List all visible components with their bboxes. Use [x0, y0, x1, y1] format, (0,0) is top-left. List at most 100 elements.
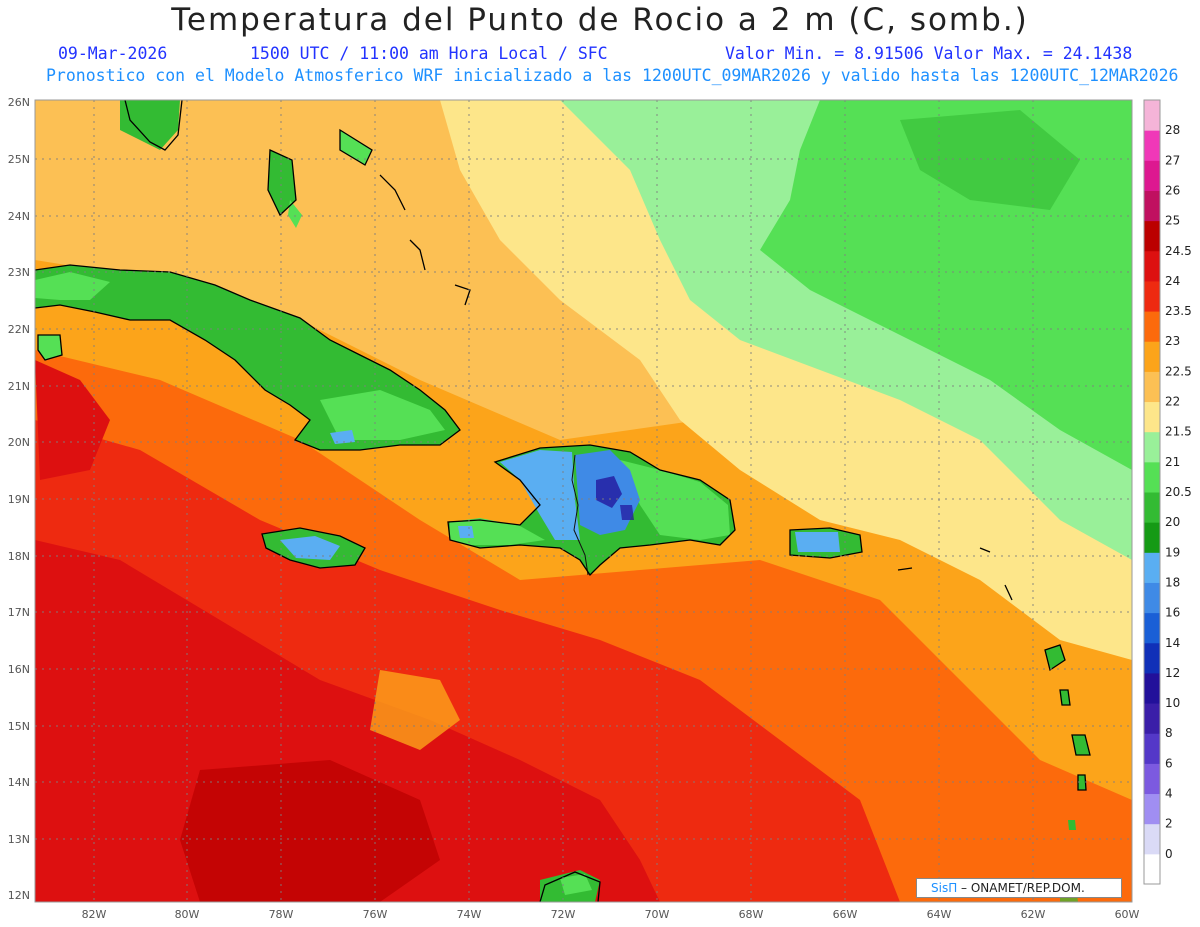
coast-dominica [1059, 689, 1071, 706]
lat-label: 17N [8, 606, 30, 619]
lat-label: 22N [8, 323, 30, 336]
coast-guajira [539, 871, 601, 902]
colorbar-swatch [1144, 250, 1160, 282]
colorbar-label: 23 [1165, 334, 1180, 348]
colorbar-swatch [1144, 733, 1160, 764]
coast-bahamas-a [339, 128, 373, 166]
sispi-logo: SisΠ [931, 881, 958, 895]
colorbar-label: 21.5 [1165, 425, 1192, 439]
land-florida [120, 100, 180, 150]
colorbar-swatch [1144, 431, 1160, 463]
colorbar-label: 20 [1165, 515, 1180, 529]
lat-label: 19N [8, 493, 30, 506]
colorbar-label: 4 [1165, 787, 1173, 801]
coast-isla-juventud [37, 334, 63, 361]
colorbar-label: 20.5 [1165, 485, 1192, 499]
colorbar-swatch [1144, 220, 1160, 252]
coast-jamaica [261, 527, 366, 569]
colorbar-swatch [1144, 371, 1160, 403]
field-green-blob-a [900, 110, 1080, 210]
coastlines [35, 100, 1091, 902]
colorbar-label: 18 [1165, 575, 1180, 589]
colorbar-swatch [1144, 793, 1160, 825]
coast-andros [267, 149, 297, 217]
lon-label: 66W [833, 908, 858, 921]
colorbar-swatch [1144, 100, 1160, 131]
colorbar-label: 2 [1165, 817, 1173, 831]
colorbar-swatch [1144, 190, 1160, 222]
coast-st-lucia [1077, 774, 1087, 791]
colorbar-swatch [1144, 280, 1160, 312]
colorbar-swatch [1144, 160, 1160, 191]
lat-label: 13N [8, 833, 30, 846]
land-dominica [1060, 690, 1070, 705]
credit-text: – ONAMET/REP.DOM. [957, 881, 1085, 895]
land-dr-darkblue [596, 476, 622, 508]
colorbar-label: 14 [1165, 636, 1180, 650]
colorbar-label: 8 [1165, 726, 1173, 740]
lon-label: 74W [457, 908, 482, 921]
coast-bahamas-b [379, 174, 406, 211]
lon-label: 68W [739, 908, 764, 921]
lat-label: 20N [8, 436, 30, 449]
coast-virgin-islands [897, 547, 1013, 601]
lat-axis: 26N 25N 24N 23N 22N 21N 20N 19N 18N 17N … [8, 96, 30, 902]
dewpoint-field [35, 100, 1132, 902]
lon-axis: 82W 80W 78W 76W 74W 72W 70W 68W 66W 64W … [82, 908, 1140, 921]
field-red-blob-west [35, 360, 110, 480]
forecast-date: 09-Mar-2026 [58, 44, 168, 63]
land-st-vincent [1068, 820, 1076, 830]
land-guadeloupe [1045, 645, 1065, 670]
colorbar-label: 12 [1165, 666, 1180, 680]
lon-label: 62W [1021, 908, 1046, 921]
colorbar-swatch [1144, 492, 1160, 523]
land-martinique [1072, 735, 1090, 755]
colorbar-swatch [1144, 703, 1160, 734]
land-puerto-rico-blue [795, 532, 840, 552]
coast-hispaniola [447, 444, 736, 577]
land-bahamas-a [340, 130, 372, 165]
land-haiti-south [450, 518, 545, 545]
colorbar-swatch [1144, 582, 1160, 614]
lon-label: 64W [927, 908, 952, 921]
coast-martinique [1071, 734, 1091, 756]
colorbar-swatch [1144, 853, 1160, 885]
min-max-values: Valor Min. = 8.91506 Valor Max. = 24.143… [725, 44, 1133, 63]
land-isla-juventud [38, 335, 62, 360]
land-cuba-blue [330, 430, 355, 444]
land-haiti-south-blue [458, 526, 474, 538]
colorbar-swatch [1144, 401, 1160, 433]
colorbar-label: 28 [1165, 123, 1180, 137]
field-light-orange-patch [370, 670, 460, 750]
hispaniola-border [571, 454, 589, 576]
colorbar: 024681012141618192020.52121.52222.52323.… [1143, 99, 1192, 885]
land-haiti-blue [500, 450, 580, 540]
land-hispaniola-green [620, 460, 730, 540]
credit-box: SisΠ – ONAMET/REP.DOM. [916, 878, 1122, 898]
lat-label: 16N [8, 663, 30, 676]
lat-label: 26N [8, 96, 30, 109]
lat-label: 14N [8, 776, 30, 789]
colorbar-label: 24 [1165, 274, 1180, 288]
map-title: Temperatura del Punto de Rocio a 2 m (C,… [171, 2, 1029, 38]
lat-label: 25N [8, 153, 30, 166]
colorbar-frame [1143, 99, 1161, 885]
coast-guadeloupe [1044, 644, 1066, 672]
coast-puerto-rico [789, 527, 863, 559]
colorbar-label: 24.5 [1165, 244, 1192, 258]
colorbar-swatch [1144, 130, 1160, 161]
lat-label: 12N [8, 889, 30, 902]
colorbar-swatch [1144, 672, 1160, 704]
colorbar-label: 16 [1165, 606, 1180, 620]
colorbar-swatch [1144, 461, 1160, 493]
land-cuba-west [35, 272, 110, 300]
colorbar-label: 19 [1165, 545, 1180, 559]
lon-label: 82W [82, 908, 107, 921]
colorbar-swatch [1144, 311, 1160, 342]
colorbar-label: 0 [1165, 847, 1173, 861]
lon-label: 78W [269, 908, 294, 921]
coast-bahamas-c [409, 239, 426, 271]
land-cuba-east [320, 390, 445, 440]
colorbar-label: 6 [1165, 756, 1173, 770]
land-st-lucia [1078, 775, 1086, 790]
